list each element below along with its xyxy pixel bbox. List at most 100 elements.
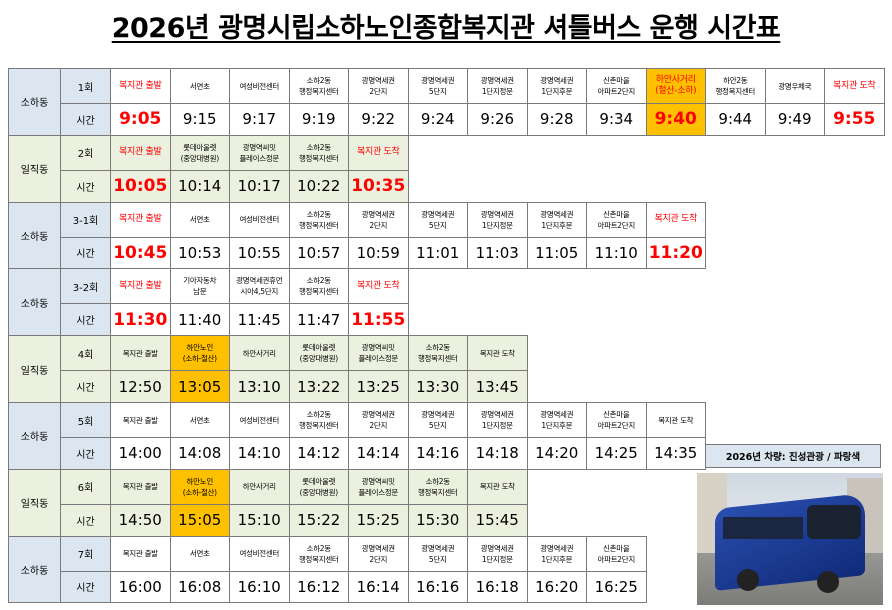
area-cell: 소하동 <box>8 268 61 337</box>
stop-cell: 서면초 <box>169 68 230 104</box>
time-cell: 10:14 <box>169 169 230 203</box>
stop-cell: 복지관 도착 <box>348 268 409 305</box>
bus-window <box>723 517 803 539</box>
bus-photo <box>697 473 883 605</box>
round-cell: 2회 <box>60 134 111 171</box>
stop-cell: 광명역세권 5단지 <box>407 535 468 572</box>
time-cell: 14:00 <box>110 437 171 470</box>
stop-cell: 복지관 도착 <box>645 201 706 238</box>
stop-cell: 광명역세권 1단지정문 <box>467 402 528 438</box>
stop-cell: 광명역세권 1단지후문 <box>526 201 587 238</box>
round-cell: 1회 <box>60 68 111 104</box>
area-cell: 소하동 <box>8 68 61 136</box>
round-cell: 7회 <box>60 535 111 572</box>
stop-cell: 기아자동차 남문 <box>169 268 230 305</box>
time-label-cell: 시간 <box>60 236 111 270</box>
time-cell: 9:28 <box>526 103 587 136</box>
stop-cell: 복지관 출발 <box>110 201 171 238</box>
time-cell: 14:14 <box>348 437 409 470</box>
time-cell: 9:26 <box>467 103 528 136</box>
round-cell: 3-1회 <box>60 201 111 238</box>
stop-cell: 하안사거리 (철산-소하) <box>645 68 706 104</box>
stop-cell: 광명역세권 2단지 <box>348 68 409 104</box>
time-cell: 10:17 <box>229 169 290 203</box>
stop-cell: 소하2동 행정복지센터 <box>288 402 349 438</box>
round-cell: 3-2회 <box>60 268 111 305</box>
stop-cell: 광명역세권 2단지 <box>348 201 409 238</box>
stop-cell: 복지관 출발 <box>110 468 171 505</box>
time-cell: 16:20 <box>526 570 587 604</box>
stop-cell: 광명역세권 1단지후문 <box>526 402 587 438</box>
stop-cell: 신촌마을 아파트2단지 <box>586 201 647 238</box>
stop-cell: 광명역세권 1단지정문 <box>467 535 528 572</box>
time-cell: 9:49 <box>764 103 825 136</box>
stop-cell: 신촌마을 아파트2단지 <box>586 402 647 438</box>
stop-cell: 광명역세권 1단지후문 <box>526 68 587 104</box>
time-cell: 15:25 <box>348 503 409 537</box>
stop-cell: 서면초 <box>169 535 230 572</box>
stop-cell: 소하2동 행정복지센터 <box>288 134 349 171</box>
time-cell: 13:10 <box>229 370 290 403</box>
time-label-cell: 시간 <box>60 437 111 470</box>
time-cell: 16:00 <box>110 570 171 604</box>
time-cell: 11:45 <box>229 303 290 337</box>
time-cell: 9:05 <box>110 103 171 136</box>
time-cell: 11:05 <box>526 236 587 270</box>
area-cell: 소하동 <box>8 402 61 470</box>
wheel <box>817 571 839 593</box>
stop-cell: 하안2동 행정복지센터 <box>705 68 766 104</box>
stop-cell: 하안사거리 <box>229 335 290 372</box>
time-cell: 11:55 <box>348 303 409 337</box>
time-cell: 14:25 <box>586 437 647 470</box>
stop-cell: 광명역씨밋 플레이스정문 <box>348 468 409 505</box>
stop-cell: 여성비전센터 <box>229 68 290 104</box>
stop-cell: 서면초 <box>169 402 230 438</box>
stop-cell: 서면초 <box>169 201 230 238</box>
time-label-cell: 시간 <box>60 370 111 403</box>
stop-cell: 복지관 출발 <box>110 268 171 305</box>
stop-cell: 소하2동 행정복지센터 <box>288 201 349 238</box>
time-cell: 14:12 <box>288 437 349 470</box>
area-cell: 소하동 <box>8 535 61 604</box>
time-cell: 13:25 <box>348 370 409 403</box>
stop-cell: 복지관 도착 <box>824 68 885 104</box>
title: 2026년 광명시립소하노인종합복지관 셔틀버스 운행 시간표 <box>111 13 781 44</box>
time-cell: 10:53 <box>169 236 230 270</box>
time-cell: 9:34 <box>586 103 647 136</box>
area-cell: 일직동 <box>8 134 61 203</box>
stop-cell: 롯데아울렛 (중앙대병원) <box>288 468 349 505</box>
time-cell: 14:16 <box>407 437 468 470</box>
stop-cell: 복지관 도착 <box>467 335 528 372</box>
stop-cell: 신촌마을 아파트2단지 <box>586 68 647 104</box>
stop-cell: 여성비전센터 <box>229 201 290 238</box>
time-cell: 14:18 <box>467 437 528 470</box>
area-cell: 일직동 <box>8 468 61 537</box>
stop-cell: 복지관 출발 <box>110 335 171 372</box>
time-cell: 11:20 <box>645 236 706 270</box>
time-label-cell: 시간 <box>60 103 111 136</box>
time-cell: 9:15 <box>169 103 230 136</box>
time-cell: 9:22 <box>348 103 409 136</box>
time-cell: 9:24 <box>407 103 468 136</box>
time-cell: 9:44 <box>705 103 766 136</box>
stop-cell: 소하2동 행정복지센터 <box>288 68 349 104</box>
time-cell: 11:30 <box>110 303 171 337</box>
stop-cell: 광명역세권 1단지후문 <box>526 535 587 572</box>
stop-cell: 하안노인 (소하-철산) <box>169 468 230 505</box>
time-cell: 9:40 <box>645 103 706 136</box>
stop-cell: 롯데아울렛 (중앙대병원) <box>288 335 349 372</box>
stop-cell: 소하2동 행정복지센터 <box>407 468 468 505</box>
stop-cell: 소하2동 행정복지센터 <box>407 335 468 372</box>
time-cell: 10:22 <box>288 169 349 203</box>
stop-cell: 하안사거리 <box>229 468 290 505</box>
stop-cell: 광명역세권 2단지 <box>348 535 409 572</box>
stop-cell: 여성비전센터 <box>229 402 290 438</box>
time-cell: 14:08 <box>169 437 230 470</box>
vehicle-note: 2026년 차량: 진성관광 / 파랑색 <box>705 444 881 468</box>
stop-cell: 광명역세권 5단지 <box>407 68 468 104</box>
stop-cell: 복지관 도착 <box>348 134 409 171</box>
round-cell: 4회 <box>60 335 111 372</box>
time-cell: 15:10 <box>229 503 290 537</box>
time-cell: 12:50 <box>110 370 171 403</box>
